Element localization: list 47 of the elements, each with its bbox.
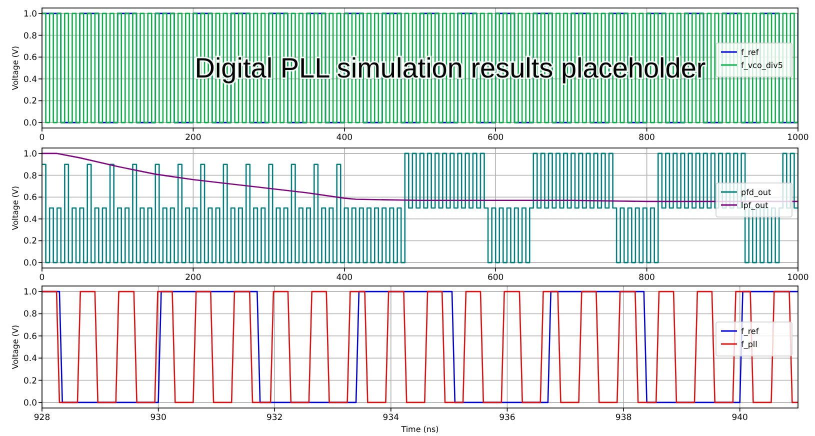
x-tick-label: 930 [150,413,166,423]
y-axis-title: Voltage (V) [11,186,20,230]
x-tick-label: 400 [336,133,353,143]
legend-label: f_pll [741,340,758,349]
y-axis-title: Voltage (V) [11,324,20,370]
y-axis-title: Voltage (V) [11,46,20,90]
x-tick-label: 1000 [787,273,809,283]
legend-label: f_vco_div5 [741,61,783,70]
y-tick-label: 0.4 [23,74,37,85]
x-tick-label: 0 [39,273,45,283]
x-tick-label: 0 [39,133,45,143]
x-tick-label: 600 [487,273,504,283]
x-tick-label: 600 [487,133,504,143]
y-tick-label: 0.0 [23,398,37,408]
legend-label: pfd_out [741,188,772,197]
y-tick-label: 0.6 [23,193,37,204]
x-tick-label: 928 [34,413,50,423]
x-tick-label: 200 [185,273,202,283]
x-tick-label: 938 [615,413,632,423]
y-tick-label: 1.0 [23,149,37,160]
y-tick-label: 0.6 [23,332,37,342]
x-tick-label: 934 [382,413,400,423]
x-axis-title: Time (ns) [400,425,439,434]
y-tick-label: 0.8 [23,171,37,182]
y-tick-label: 0.0 [23,258,37,269]
legend-label: f_ref [741,48,759,57]
y-tick-label: 0.8 [23,310,37,320]
y-tick-label: 1.0 [23,9,37,20]
x-tick-label: 200 [185,133,202,143]
x-tick-label: 800 [638,273,655,283]
x-tick-label: 936 [499,413,516,423]
x-tick-label: 800 [638,133,655,143]
x-tick-label: 932 [266,413,283,423]
y-tick-label: 0.8 [23,31,37,42]
x-tick-label: 400 [336,273,353,283]
legend-label: f_ref [741,327,759,336]
legend-label: lpf_out [741,201,768,210]
y-tick-label: 0.2 [23,376,37,386]
y-tick-label: 0.4 [23,354,37,364]
x-tick-label: 940 [732,413,748,423]
x-tick-label: 1000 [787,133,809,143]
y-tick-label: 1.0 [23,288,37,298]
y-tick-label: 0.0 [23,118,37,129]
y-tick-label: 0.4 [23,214,37,225]
y-tick-label: 0.6 [23,53,37,64]
y-tick-label: 0.2 [23,236,37,247]
y-tick-label: 0.2 [23,96,37,107]
